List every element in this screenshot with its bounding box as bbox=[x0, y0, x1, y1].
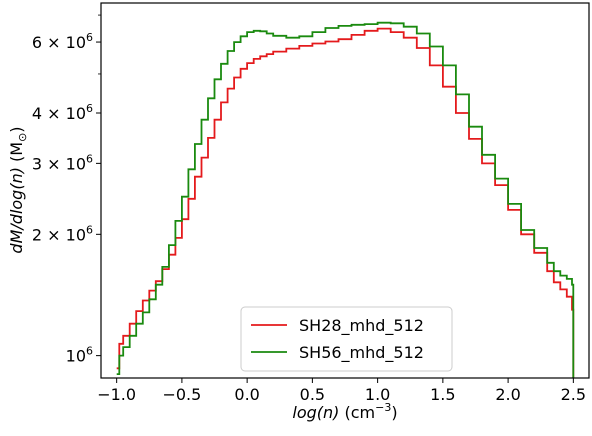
series-layer bbox=[116, 21, 575, 378]
x-tick-label: 1.5 bbox=[430, 385, 455, 404]
x-axis-ticks: −1.0 −0.5 0.0 0.5 1.0 1.5 2.0 2.5 bbox=[97, 378, 586, 404]
x-axis-label: log(n) (cm−3) bbox=[292, 401, 397, 422]
y-tick-label: 4 × 106 bbox=[32, 102, 93, 123]
x-tick-label: 2.0 bbox=[495, 385, 520, 404]
series-line-sh56-mhd-512 bbox=[116, 21, 575, 378]
x-tick-label: 2.5 bbox=[561, 385, 586, 404]
y-axis-label: dM/dlog(n) (M⊙) bbox=[7, 126, 29, 253]
plot-frame bbox=[100, 2, 590, 379]
x-tick-label: 0.5 bbox=[300, 385, 325, 404]
legend-label-sh28: SH28_mhd_512 bbox=[299, 316, 424, 336]
legend-label-sh56: SH56_mhd_512 bbox=[299, 343, 424, 363]
x-tick-label: −0.5 bbox=[162, 385, 201, 404]
legend-frame bbox=[240, 306, 453, 372]
y-axis-ticks: 106 2 × 106 3 × 106 4 × 106 6 × 106 bbox=[32, 14, 101, 366]
x-tick-label: 1.0 bbox=[365, 385, 390, 404]
y-tick-label: 106 bbox=[66, 345, 93, 366]
x-tick-label: 0.0 bbox=[234, 385, 259, 404]
y-tick-label: 2 × 106 bbox=[32, 223, 93, 244]
x-tick-label: −1.0 bbox=[97, 385, 136, 404]
y-tick-label: 3 × 106 bbox=[32, 152, 93, 173]
legend: SH28_mhd_512 SH56_mhd_512 bbox=[240, 306, 453, 372]
y-tick-label: 6 × 106 bbox=[32, 31, 93, 52]
